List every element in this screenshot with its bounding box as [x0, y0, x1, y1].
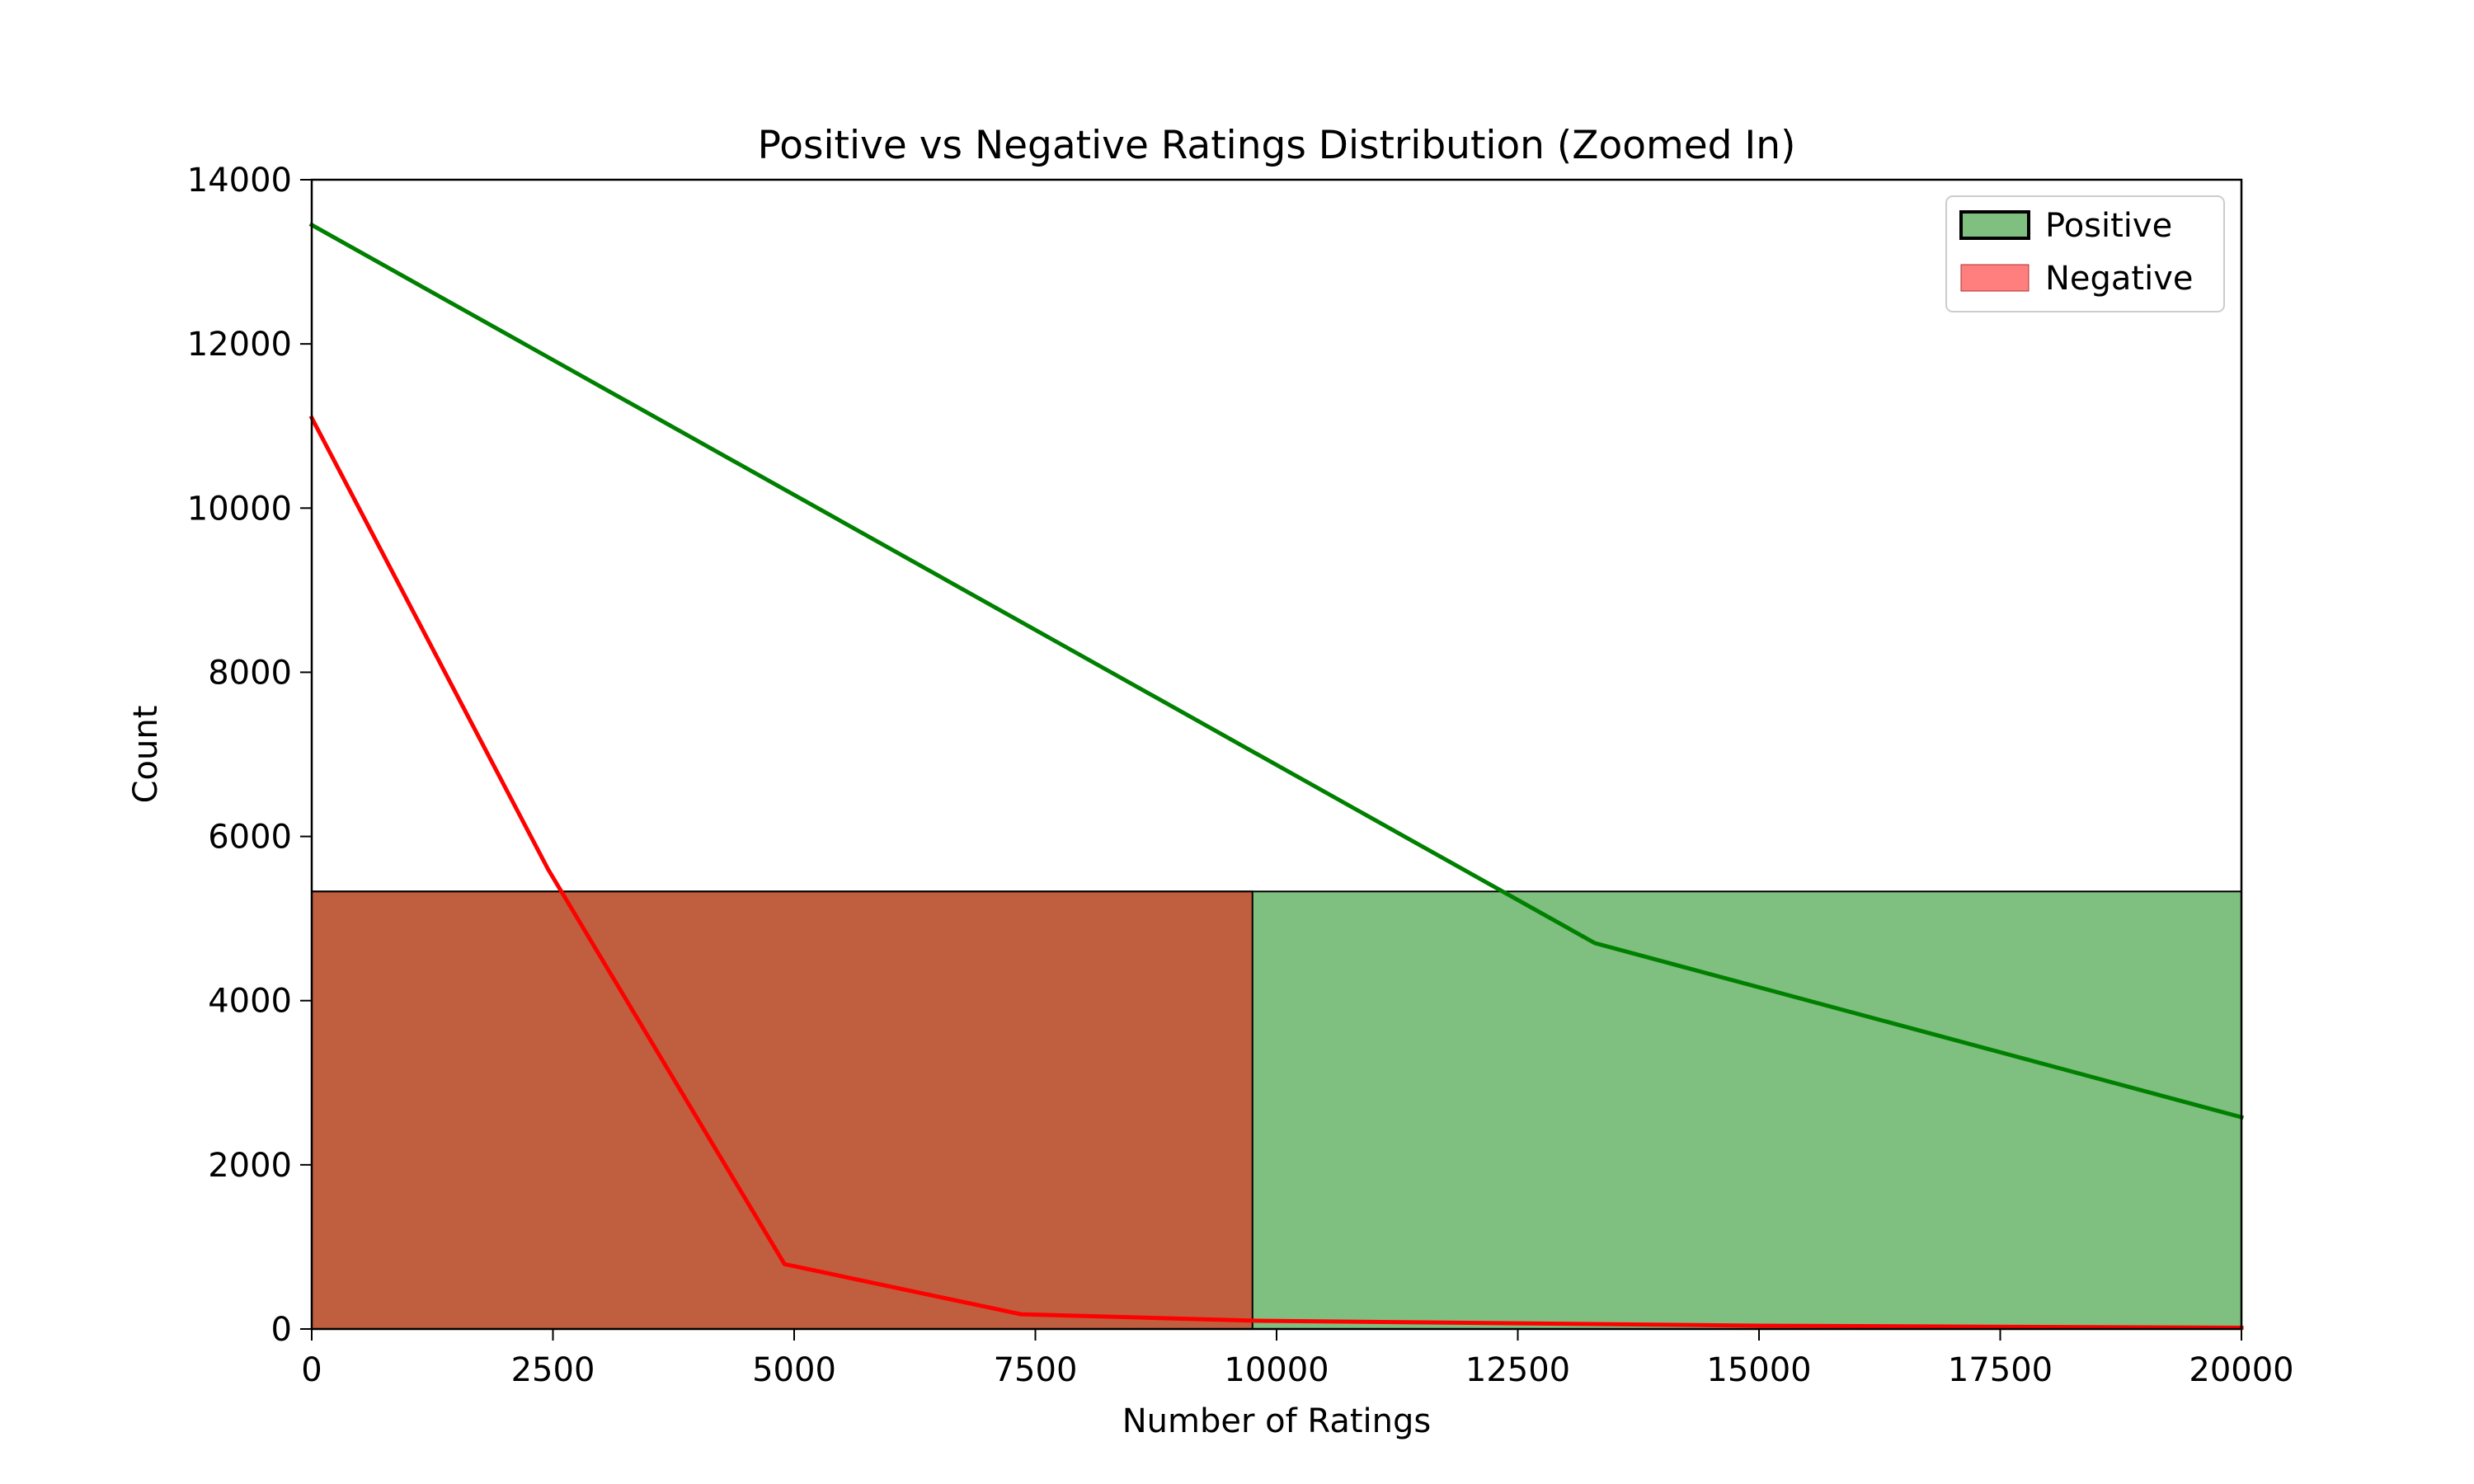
x-axis-label: Number of Ratings [1122, 1402, 1431, 1440]
x-tick-label: 10000 [1224, 1351, 1329, 1389]
y-tick-label: 6000 [208, 819, 292, 857]
kde-line-negative [308, 415, 2244, 1331]
x-tick-label: 0 [301, 1351, 322, 1389]
y-tick-label: 12000 [187, 326, 292, 364]
x-tick-label: 17500 [1948, 1351, 2053, 1389]
x-axis: 0 2500 5000 7500 10000 12500 15000 17500 20000 [301, 1329, 2294, 1389]
y-axis-label: Count [127, 706, 165, 804]
x-tick-label: 5000 [752, 1351, 836, 1389]
y-tick-label: 10000 [187, 490, 292, 528]
legend-swatch-negative [1960, 264, 2030, 292]
x-tick-label: 12500 [1465, 1351, 1570, 1389]
y-tick-label: 14000 [187, 162, 292, 200]
x-tick-label: 15000 [1706, 1351, 1811, 1389]
y-tick-label: 2000 [208, 1147, 292, 1185]
legend-label-negative: Negative [2045, 260, 2194, 298]
x-tick-label: 7500 [994, 1351, 1078, 1389]
x-tick-label: 2500 [511, 1351, 595, 1389]
y-tick-label: 4000 [208, 983, 292, 1021]
y-axis: 0 2000 4000 6000 8000 10000 12000 14000 [187, 162, 312, 1349]
kde-line-positive [308, 222, 2245, 1120]
chart-title: Positive vs Negative Ratings Distributio… [758, 123, 1796, 168]
legend-label-positive: Positive [2045, 207, 2172, 245]
y-tick-label: 0 [271, 1311, 292, 1349]
y-tick-label: 8000 [208, 654, 292, 692]
x-tick-label: 20000 [2189, 1351, 2293, 1389]
legend-swatch-positive [1959, 210, 2030, 240]
legend: Positive Negative [1945, 195, 2225, 312]
kde-lines [308, 222, 2245, 1331]
